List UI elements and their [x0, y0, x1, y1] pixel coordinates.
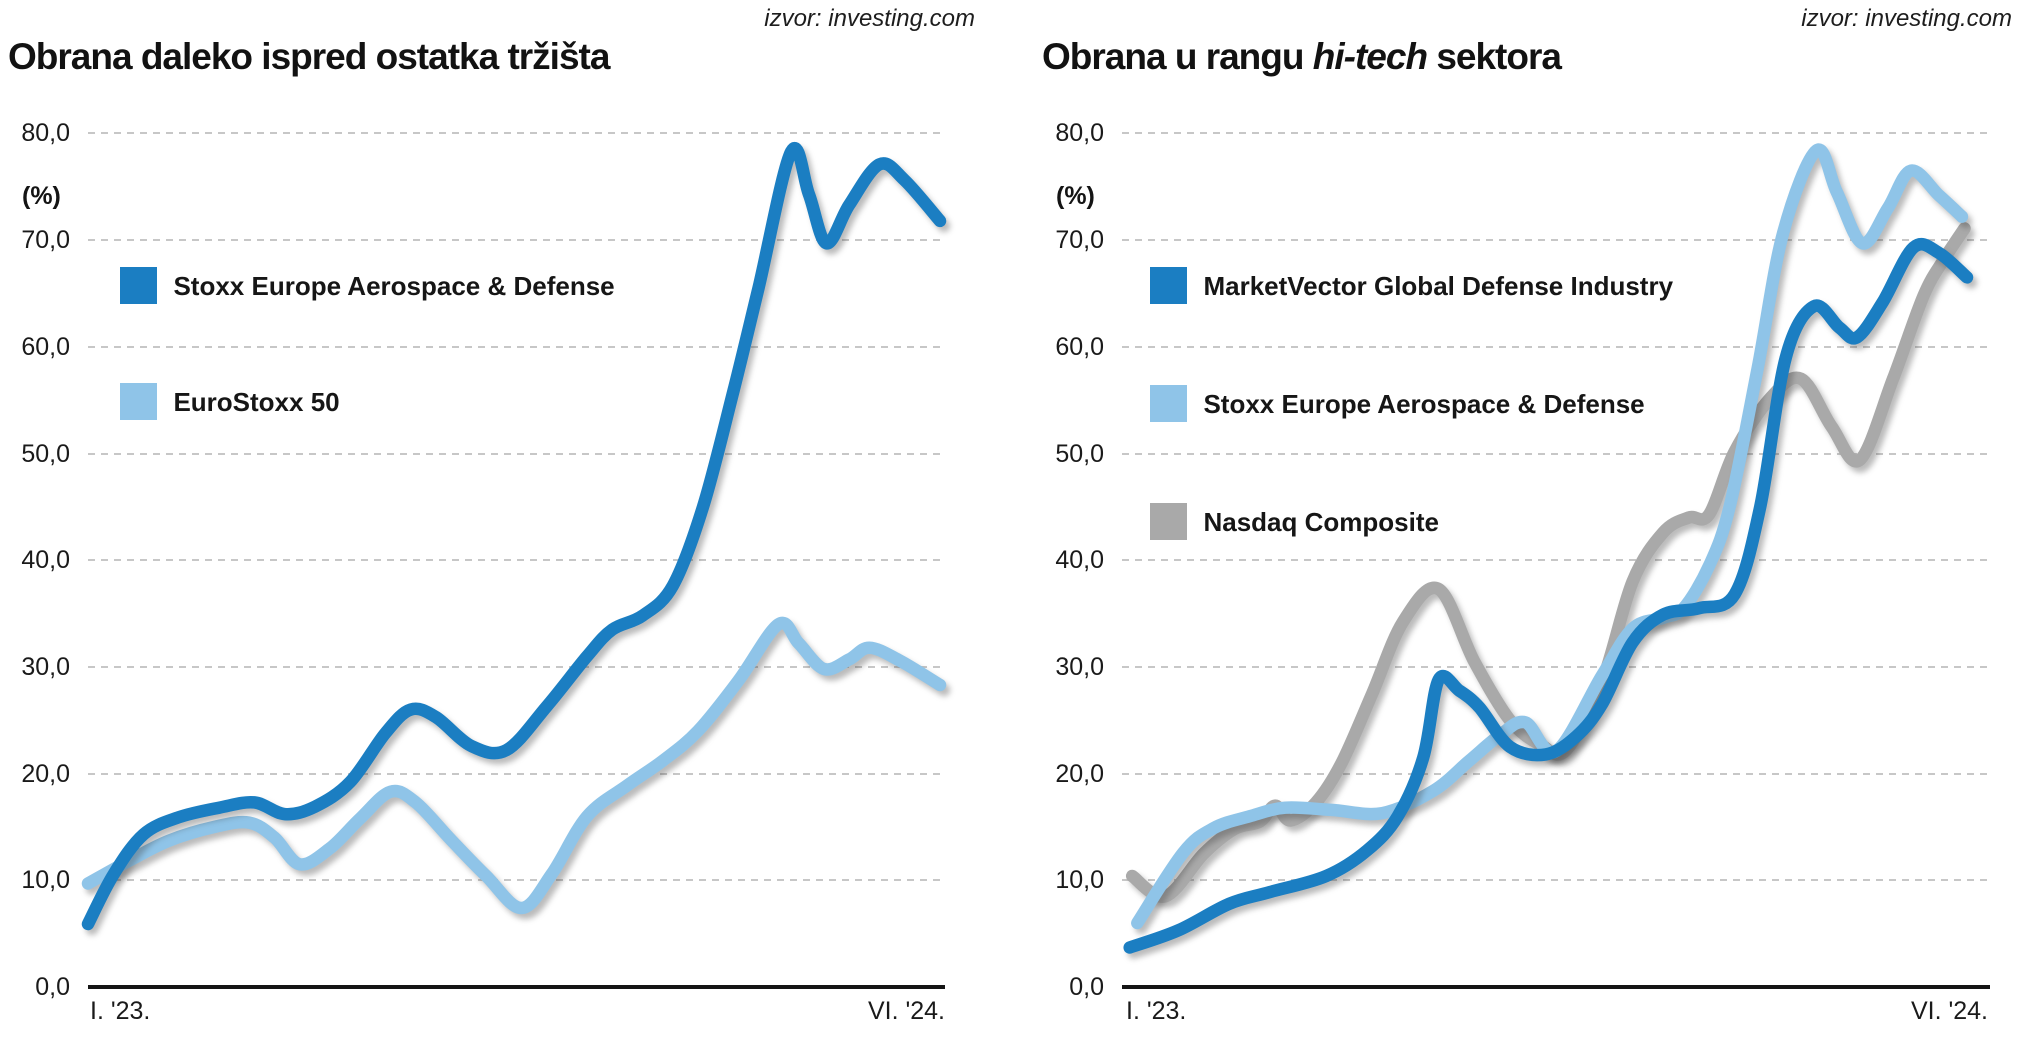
- series-line: [81, 616, 947, 915]
- line-chart-canvas-left: [81, 142, 947, 931]
- h-gridline-50: [88, 452, 945, 455]
- h-gridline-30: [1122, 665, 1990, 668]
- line-chart-canvas-right: [1123, 143, 1974, 954]
- h-gridline-80: [88, 132, 945, 135]
- h-gridline-70: [1122, 239, 1990, 242]
- y-tick-label-50: 50,0: [1055, 439, 1104, 468]
- y-tick-label-80: 80,0: [1055, 119, 1104, 148]
- chart-title-right-tail: sektora: [1427, 36, 1562, 77]
- h-gridline-40: [1122, 559, 1990, 562]
- chart-title-left: Obrana daleko ispred ostatka tržišta: [8, 36, 610, 78]
- h-gridline-60: [1122, 345, 1990, 348]
- y-tick-label-20: 20,0: [21, 759, 70, 788]
- y-tick-label-80: 80,0: [21, 119, 70, 148]
- h-gridline-40: [88, 559, 945, 562]
- chart-title-left-text: Obrana daleko ispred ostatka tržišta: [8, 36, 610, 77]
- series-line: [81, 142, 947, 931]
- legend-item: EuroStoxx 50: [120, 383, 340, 421]
- y-tick-label-0: 0,0: [1069, 973, 1104, 1001]
- x-axis-start-label-left: I. '23.: [90, 997, 151, 1025]
- h-gridline-70: [88, 239, 945, 242]
- legend-swatch-gray: [1150, 503, 1187, 540]
- y-tick-label-30: 30,0: [21, 652, 70, 681]
- x-axis-line-right: [1122, 985, 1990, 989]
- legend-swatch-light-blue: [120, 383, 157, 420]
- y-tick-label-40: 40,0: [1055, 546, 1104, 575]
- y-axis-unit-left: (%): [22, 182, 61, 210]
- legend-item: Nasdaq Composite: [1150, 503, 1439, 541]
- y-tick-label-50: 50,0: [21, 439, 70, 468]
- y-tick-label-10: 10,0: [21, 866, 70, 895]
- legend-item: Stoxx Europe Aerospace & Defense: [120, 267, 615, 305]
- legend-label: MarketVector Global Defense Industry: [1203, 271, 1674, 301]
- legend-label: Stoxx Europe Aerospace & Defense: [1203, 389, 1645, 419]
- x-axis-end-label-right: VI. '24.: [1910, 997, 1988, 1025]
- y-tick-label-30: 30,0: [1055, 652, 1104, 681]
- series-line: [1123, 238, 1974, 954]
- chart-title-right-italic: hi-tech: [1312, 36, 1428, 77]
- legend-swatch-dark-blue: [1150, 267, 1187, 304]
- legend-label: EuroStoxx 50: [173, 387, 340, 417]
- y-tick-label-0: 0,0: [35, 973, 70, 1001]
- legend-label: Stoxx Europe Aerospace & Defense: [173, 271, 615, 301]
- legend-item: Stoxx Europe Aerospace & Defense: [1150, 385, 1645, 423]
- chart-title-right-text: Obrana u rangu: [1042, 36, 1313, 77]
- x-axis-line-left: [88, 985, 945, 989]
- h-gridline-30: [88, 665, 945, 668]
- h-gridline-20: [88, 772, 945, 775]
- y-tick-label-70: 70,0: [21, 226, 70, 255]
- x-axis-start-label-right: I. '23.: [1126, 997, 1187, 1025]
- y-tick-label-40: 40,0: [21, 546, 70, 575]
- h-gridline-80: [1122, 132, 1990, 135]
- y-tick-label-60: 60,0: [21, 332, 70, 361]
- legend-item: MarketVector Global Defense Industry: [1150, 267, 1673, 305]
- x-axis-end-label-left: VI. '24.: [867, 997, 945, 1025]
- y-tick-label-20: 20,0: [1055, 759, 1104, 788]
- h-gridline-20: [1122, 772, 1990, 775]
- h-gridline-50: [1122, 452, 1990, 455]
- y-tick-label-70: 70,0: [1055, 226, 1104, 255]
- y-axis-unit-right: (%): [1056, 182, 1095, 210]
- h-gridline-60: [88, 345, 945, 348]
- legend-swatch-dark-blue: [120, 267, 157, 304]
- h-gridline-10: [1122, 879, 1990, 882]
- y-tick-label-60: 60,0: [1055, 332, 1104, 361]
- source-credit-left: izvor: investing.com: [764, 5, 975, 32]
- chart-title-right: Obrana u rangu hi-tech sektora: [1042, 36, 1562, 78]
- y-tick-label-10: 10,0: [1055, 866, 1104, 895]
- legend-swatch-light-blue: [1150, 385, 1187, 422]
- legend-label: Nasdaq Composite: [1203, 507, 1439, 537]
- series-line: [1131, 143, 1969, 930]
- h-gridline-10: [88, 879, 945, 882]
- source-credit-right: izvor: investing.com: [1801, 5, 2012, 32]
